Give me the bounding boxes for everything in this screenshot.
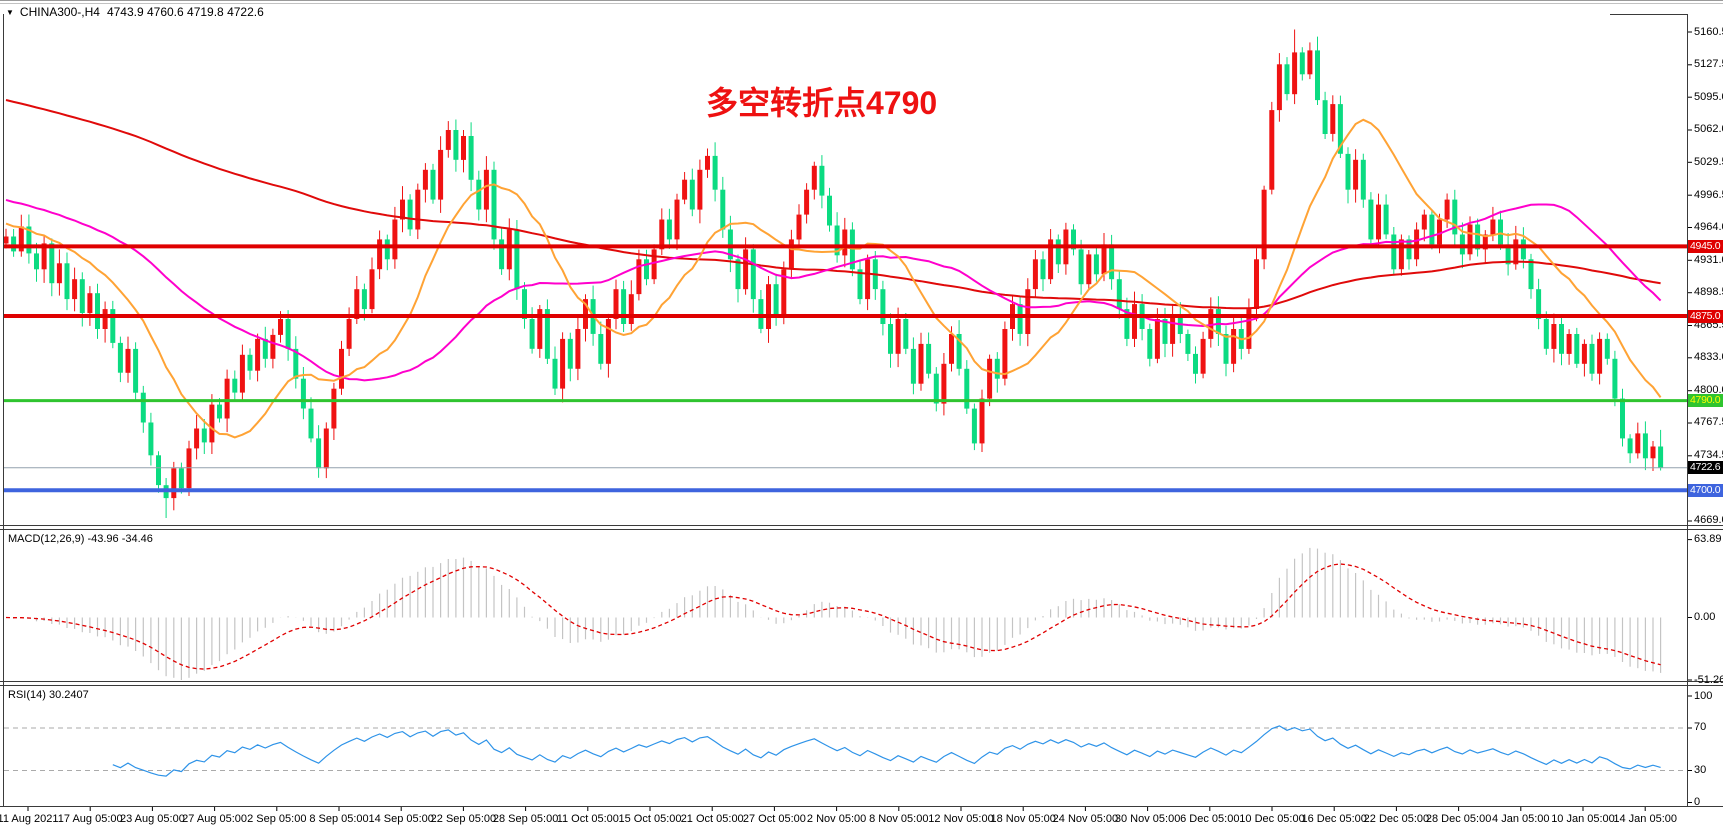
level-price-badge: 4790.0 xyxy=(1688,394,1723,408)
macd-signal-line xyxy=(5,563,1661,670)
date-tick-label: 16 Dec 05:00 xyxy=(1301,813,1367,825)
date-tick-label: 11 Oct 05:00 xyxy=(556,813,619,825)
price-tick-label: 4833.0 xyxy=(1694,351,1723,364)
price-tick-label: 4964.0 xyxy=(1694,220,1723,233)
date-tick-label: 10 Jan 05:00 xyxy=(1551,813,1615,825)
price-axis-border xyxy=(1687,14,1688,806)
window-top-border-inner xyxy=(0,3,1723,4)
price-tick-label: 5127.5 xyxy=(1694,58,1723,71)
level-price-badge: 4700.0 xyxy=(1688,483,1723,497)
date-tick-label: 2 Nov 05:00 xyxy=(806,813,867,825)
macd-tick-label: 0.00 xyxy=(1694,611,1716,623)
date-tick-label: 4 Jan 05:00 xyxy=(1492,813,1550,825)
time-axis-border xyxy=(0,806,1723,807)
rsi-tick-label: 30 xyxy=(1694,764,1707,777)
price-tick-label: 4996.5 xyxy=(1694,188,1723,201)
date-tick-label: 17 Aug 05:00 xyxy=(57,813,123,825)
rsi-tick-label: 70 xyxy=(1694,721,1707,734)
current-price-badge: 4722.6 xyxy=(1688,461,1723,475)
date-tick-label: 8 Sep 05:00 xyxy=(309,813,369,825)
date-tick-label: 12 Nov 05:00 xyxy=(928,813,994,825)
level-price-badge: 4945.0 xyxy=(1688,239,1723,253)
date-tick-label: 14 Sep 05:00 xyxy=(368,813,434,825)
date-tick-label: 30 Nov 05:00 xyxy=(1114,813,1181,825)
date-tick-label: 27 Oct 05:00 xyxy=(742,813,806,825)
symbol-header: ▼ CHINA300-,H4 4743.9 4760.6 4719.8 4722… xyxy=(6,5,268,19)
symbol-dropdown-icon[interactable]: ▼ xyxy=(6,7,14,17)
price-tick-label: 4669.0 xyxy=(1694,514,1723,527)
rsi-line xyxy=(112,725,1661,777)
ma-line-medium xyxy=(5,198,1662,382)
chart-annotation-text: 多空转折点4790 xyxy=(706,85,938,121)
date-tick-label: 11 Aug 2021 xyxy=(0,813,59,825)
date-tick-label: 15 Oct 05:00 xyxy=(618,813,682,825)
date-tick-label: 2 Sep 05:00 xyxy=(247,813,307,825)
date-tick-label: 22 Dec 05:00 xyxy=(1363,813,1430,825)
price-tick-label: 5095.0 xyxy=(1694,90,1723,103)
level-price-badge: 4875.0 xyxy=(1688,309,1723,323)
rsi-tick-label: 0 xyxy=(1694,796,1701,808)
date-tick-label: 22 Sep 05:00 xyxy=(430,813,497,825)
symbol-ohlc-values: 4743.9 4760.6 4719.8 4722.6 xyxy=(106,5,264,19)
price-tick-label: 4734.5 xyxy=(1694,449,1723,462)
date-tick-label: 14 Jan 05:00 xyxy=(1613,813,1677,825)
macd-indicator-label: MACD(12,26,9) -43.96 -34.46 xyxy=(8,533,153,545)
price-tick-label: 4898.5 xyxy=(1694,286,1723,299)
date-tick-label: 28 Dec 05:00 xyxy=(1425,813,1492,825)
ma-line-fast xyxy=(5,118,1662,439)
rsi-tick-label: 100 xyxy=(1694,689,1713,702)
rsi-panel-separator[interactable] xyxy=(0,681,1723,686)
price-tick-label: 5062.0 xyxy=(1694,123,1723,136)
chart-frame-left xyxy=(3,14,4,806)
macd-histogram xyxy=(13,547,1662,680)
window-top-border xyxy=(0,0,1723,1)
date-tick-label: 6 Dec 05:00 xyxy=(1180,813,1240,825)
date-tick-label: 18 Nov 05:00 xyxy=(990,813,1056,825)
rsi-indicator-label: RSI(14) 30.2407 xyxy=(8,689,89,701)
date-tick-label: 23 Aug 05:00 xyxy=(119,813,185,825)
price-tick-label: 5160.5 xyxy=(1694,25,1723,38)
candles-layer xyxy=(4,29,1664,518)
macd-panel[interactable] xyxy=(4,531,1687,681)
price-tick-label: 4767.5 xyxy=(1694,416,1723,429)
date-tick-label: 28 Sep 05:00 xyxy=(492,813,559,825)
chart-frame-top-right xyxy=(1610,14,1688,15)
rsi-panel[interactable] xyxy=(4,687,1687,805)
date-tick-label: 8 Nov 05:00 xyxy=(869,813,929,825)
date-tick-label: 21 Oct 05:00 xyxy=(680,813,744,825)
date-tick-label: 24 Nov 05:00 xyxy=(1052,813,1119,825)
date-tick-label: 10 Dec 05:00 xyxy=(1239,813,1305,825)
macd-tick-label: -51.26 xyxy=(1694,673,1723,686)
ma-line-slow xyxy=(5,99,1661,310)
price-tick-label: 5029.5 xyxy=(1694,155,1723,168)
price-tick-label: 4931.0 xyxy=(1694,253,1723,266)
price-tick-label: 4800.0 xyxy=(1694,384,1723,397)
symbol-name: CHINA300-,H4 xyxy=(19,5,100,19)
date-tick-label: 27 Aug 05:00 xyxy=(182,813,248,825)
macd-tick-label: 63.89 xyxy=(1694,533,1722,546)
macd-panel-separator[interactable] xyxy=(0,525,1723,530)
